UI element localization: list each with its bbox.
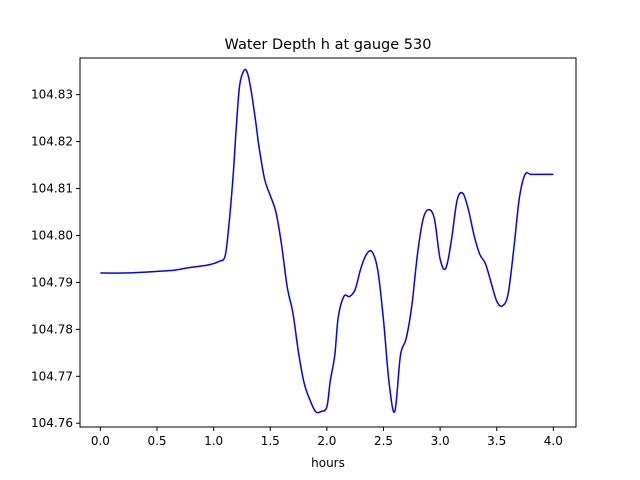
y-tick-label: 104.80 <box>31 228 73 242</box>
y-tick-label: 104.79 <box>31 275 73 289</box>
x-tick-label: 1.0 <box>204 434 223 448</box>
x-tick-label: 3.5 <box>487 434 506 448</box>
y-tick-label: 104.83 <box>31 88 73 102</box>
x-tick-label: 4.0 <box>544 434 563 448</box>
y-tick-label: 104.82 <box>31 135 73 149</box>
y-axis: 104.76 104.77 104.78 104.79 104.80 104.81 104.… <box>31 88 80 430</box>
x-tick-label: 2.0 <box>317 434 336 448</box>
plot-area-frame <box>79 57 577 428</box>
y-tick-label: 104.78 <box>31 322 73 336</box>
series-line-water-depth <box>100 68 554 414</box>
x-tick-label: 3.0 <box>431 434 450 448</box>
x-tick-label: 0.5 <box>147 434 166 448</box>
x-tick-label: 0.0 <box>91 434 110 448</box>
y-tick-label: 104.81 <box>31 182 73 196</box>
x-tick-label: 1.5 <box>261 434 280 448</box>
chart-title: Water Depth h at gauge 530 <box>225 37 432 53</box>
x-axis-label: hours <box>311 456 345 470</box>
x-tick-label: 2.5 <box>374 434 393 448</box>
y-tick-label: 104.76 <box>31 416 73 430</box>
x-axis: 0.0 0.5 1.0 1.5 2.0 2.5 3.0 3.5 4.0 <box>91 427 563 448</box>
y-tick-label: 104.77 <box>31 369 73 383</box>
